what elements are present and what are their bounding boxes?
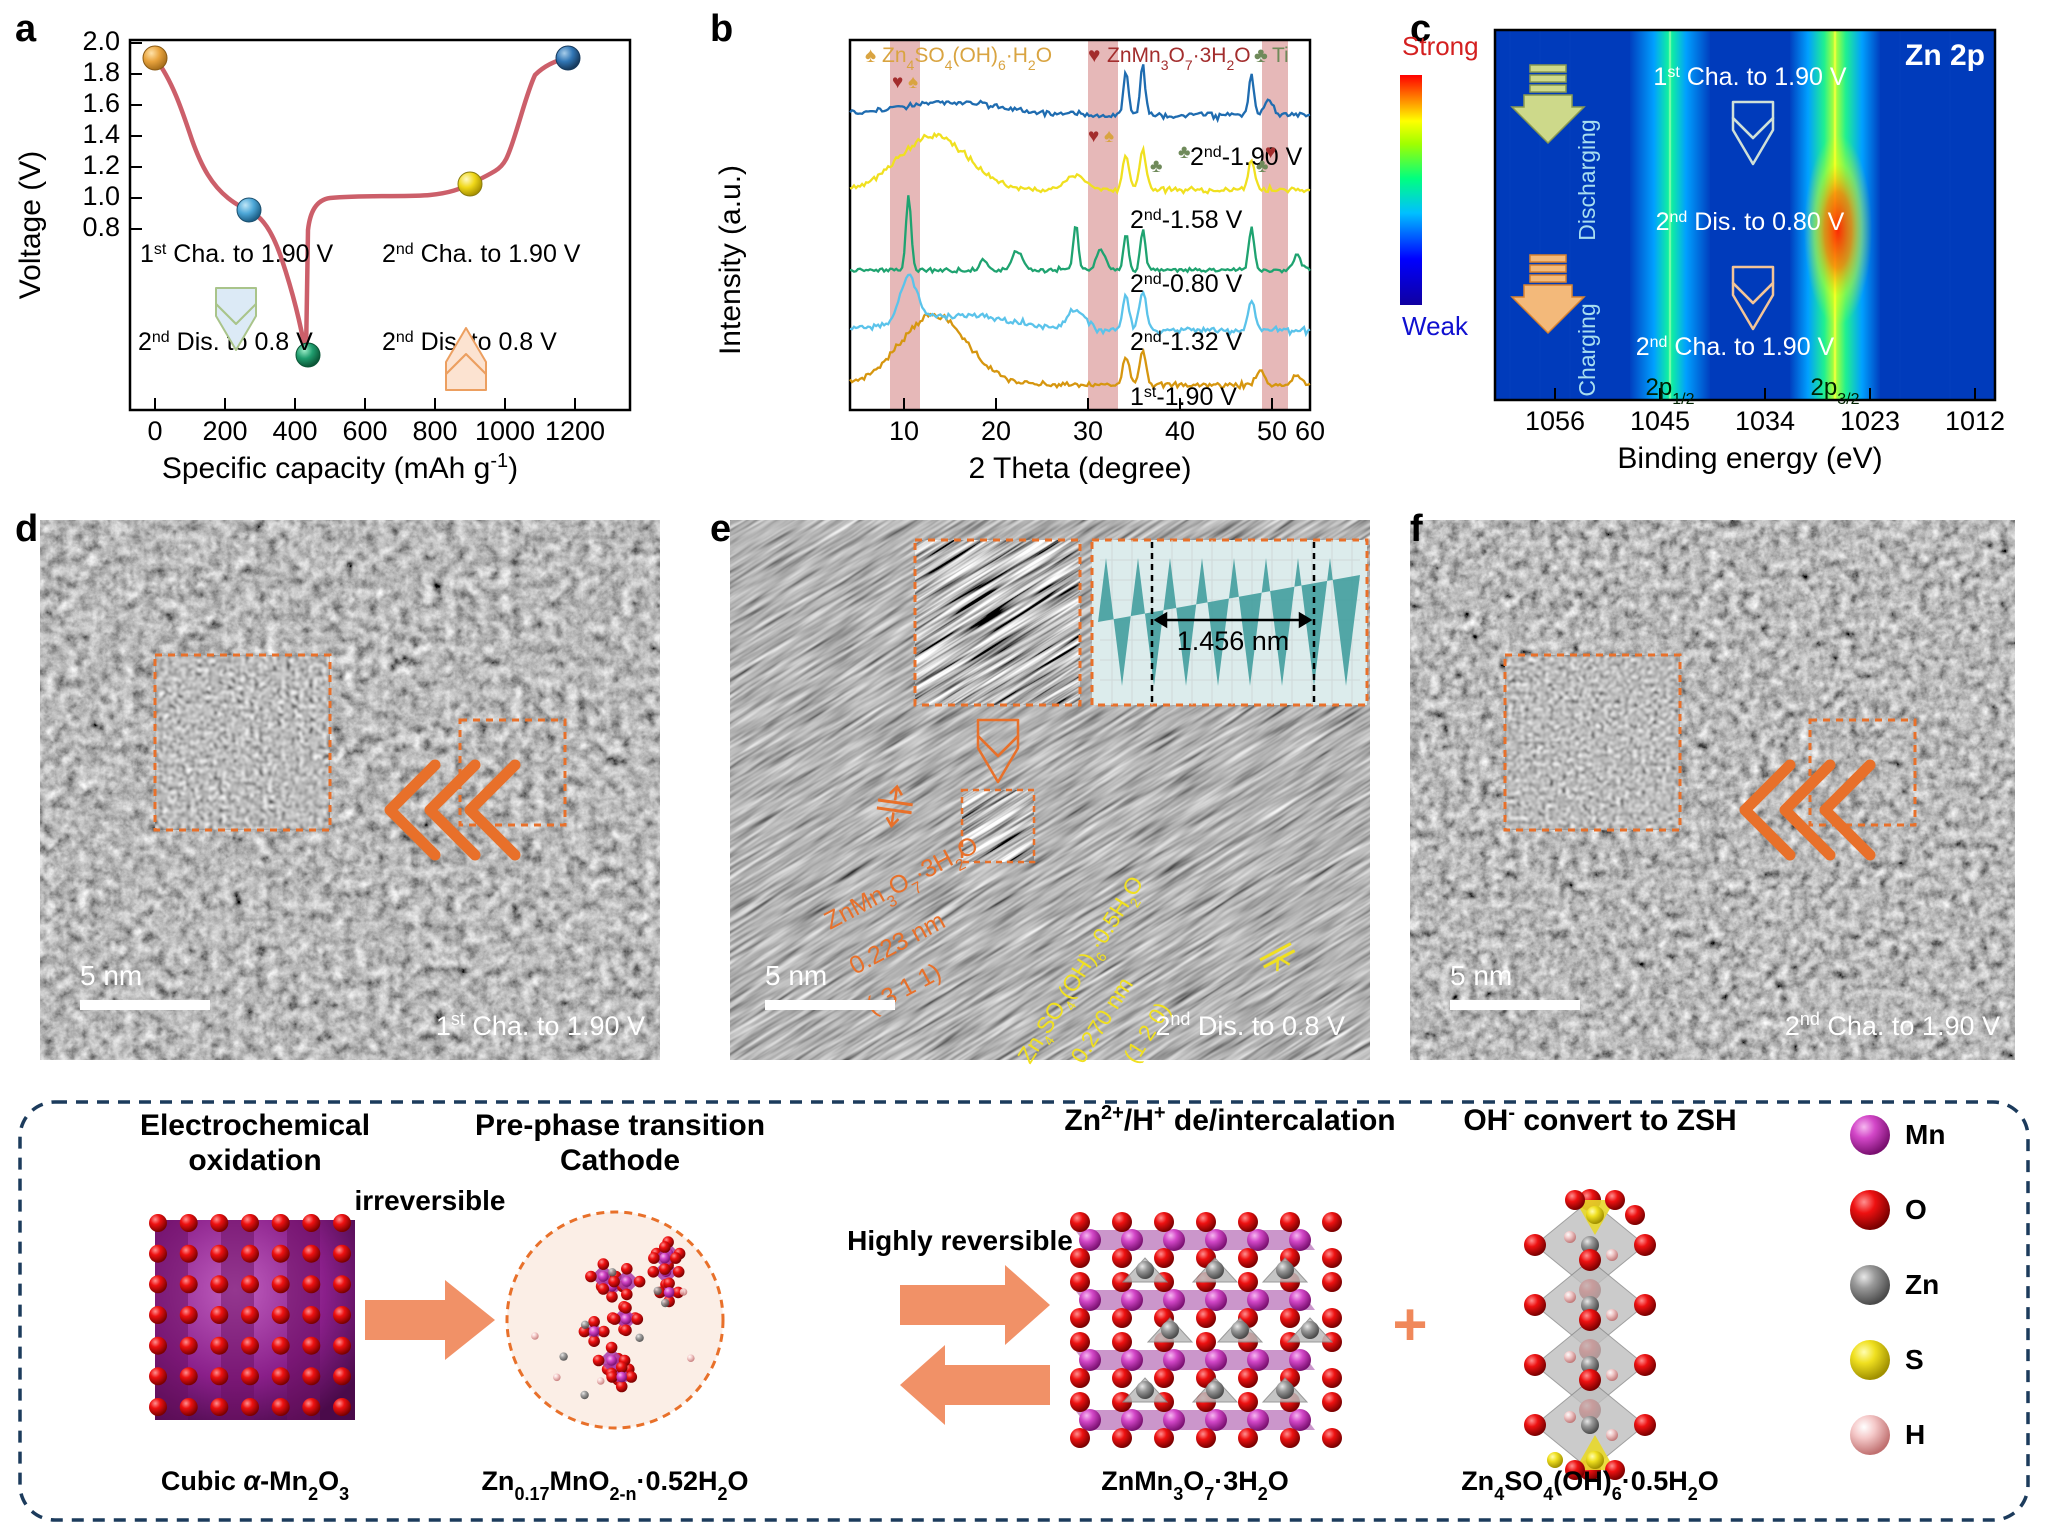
svg-text:Ti: Ti — [1272, 44, 1289, 67]
svg-text:♥: ♥ — [892, 72, 903, 93]
svg-text:Zn4SO4(OH)6·0.5H2O: Zn4SO4(OH)6·0.5H2O — [1461, 1466, 1719, 1504]
svg-text:400: 400 — [272, 416, 317, 446]
svg-text:2 Theta (degree): 2 Theta (degree) — [969, 452, 1192, 485]
svg-text:1st-1.90 V: 1st-1.90 V — [1130, 383, 1237, 411]
svg-text:1.8: 1.8 — [82, 57, 120, 87]
svg-text:Pre-phase transition: Pre-phase transition — [475, 1109, 765, 1142]
svg-text:Weak: Weak — [1402, 311, 1469, 341]
svg-text:H: H — [1905, 1419, 1925, 1450]
svg-text:Cathode: Cathode — [560, 1144, 680, 1177]
svg-text:1.4: 1.4 — [82, 119, 120, 149]
svg-text:20: 20 — [981, 416, 1011, 446]
svg-text:S: S — [1905, 1344, 1924, 1375]
svg-text:Specific capacity (mAh g-1): Specific capacity (mAh g-1) — [162, 450, 518, 485]
svg-text:Electrochemical: Electrochemical — [140, 1109, 370, 1142]
svg-text:2nd-1.32 V: 2nd-1.32 V — [1130, 328, 1243, 356]
svg-text:10: 10 — [889, 416, 919, 446]
svg-text:oxidation: oxidation — [188, 1144, 321, 1177]
svg-text:0.8: 0.8 — [82, 212, 120, 242]
svg-text:♥: ♥ — [1088, 44, 1100, 67]
svg-text:+: + — [1392, 1291, 1427, 1358]
svg-text:600: 600 — [342, 416, 387, 446]
svg-text:ZnMn3O7·3H2O: ZnMn3O7·3H2O — [1107, 44, 1251, 73]
svg-text:1.0: 1.0 — [82, 181, 120, 211]
svg-text:O: O — [1905, 1194, 1927, 1225]
svg-text:2.0: 2.0 — [82, 26, 120, 56]
svg-text:60: 60 — [1295, 416, 1325, 446]
svg-text:irreversible: irreversible — [355, 1185, 506, 1216]
svg-text:Zn0.17MnO2-n·0.52H2O: Zn0.17MnO2-n·0.52H2O — [481, 1466, 748, 1504]
svg-text:1st Cha. to 1.90 V: 1st Cha. to 1.90 V — [436, 1009, 645, 1041]
svg-text:Strong: Strong — [1402, 31, 1479, 61]
svg-text:1200: 1200 — [545, 416, 605, 446]
svg-text:♠: ♠ — [865, 44, 876, 67]
svg-text:Zn: Zn — [1905, 1269, 1939, 1300]
svg-text:♥: ♥ — [1088, 126, 1099, 147]
svg-text:5 nm: 5 nm — [1450, 960, 1512, 991]
svg-text:♣: ♣ — [1178, 142, 1190, 163]
svg-text:5 nm: 5 nm — [80, 960, 142, 991]
svg-text:40: 40 — [1165, 416, 1195, 446]
svg-text:♥: ♥ — [1265, 142, 1276, 163]
svg-text:1st Cha. to 1.90 V: 1st Cha. to 1.90 V — [140, 240, 333, 268]
svg-text:50: 50 — [1257, 416, 1287, 446]
svg-text:2nd-0.80 V: 2nd-0.80 V — [1130, 270, 1243, 298]
svg-text:Highly reversible: Highly reversible — [847, 1225, 1073, 1256]
svg-text:ZnMn3O7·3H2O: ZnMn3O7·3H2O — [1101, 1466, 1289, 1504]
svg-text:2nd Cha. to 1.90 V: 2nd Cha. to 1.90 V — [382, 240, 581, 268]
svg-text:♣: ♣ — [1150, 156, 1162, 177]
svg-text:♠: ♠ — [1104, 126, 1114, 147]
svg-text:1000: 1000 — [475, 416, 535, 446]
svg-text:1.6: 1.6 — [82, 88, 120, 118]
svg-text:2nd-1.90 V: 2nd-1.90 V — [1190, 143, 1303, 171]
svg-text:OH- convert to ZSH: OH- convert to ZSH — [1463, 1102, 1736, 1137]
svg-text:2nd-1.58 V: 2nd-1.58 V — [1130, 206, 1243, 234]
svg-text:Cubic α-Mn2O3: Cubic α-Mn2O3 — [161, 1466, 349, 1504]
svg-text:1.2: 1.2 — [82, 150, 120, 180]
svg-text:200: 200 — [202, 416, 247, 446]
svg-text:Intensity (a.u.): Intensity (a.u.) — [714, 165, 747, 355]
svg-text:Mn: Mn — [1905, 1119, 1945, 1150]
svg-text:Voltage (V): Voltage (V) — [14, 151, 47, 299]
svg-text:800: 800 — [412, 416, 457, 446]
svg-text:♠: ♠ — [908, 72, 918, 93]
svg-text:5 nm: 5 nm — [765, 960, 827, 991]
svg-text:0: 0 — [147, 416, 162, 446]
svg-text:1.456 nm: 1.456 nm — [1177, 626, 1290, 656]
svg-text:Zn2+/H+ de/intercalation: Zn2+/H+ de/intercalation — [1064, 1102, 1395, 1137]
svg-text:♣: ♣ — [1254, 44, 1268, 67]
svg-text:30: 30 — [1073, 416, 1103, 446]
